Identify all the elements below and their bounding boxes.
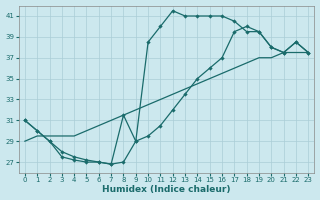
X-axis label: Humidex (Indice chaleur): Humidex (Indice chaleur) <box>102 185 231 194</box>
